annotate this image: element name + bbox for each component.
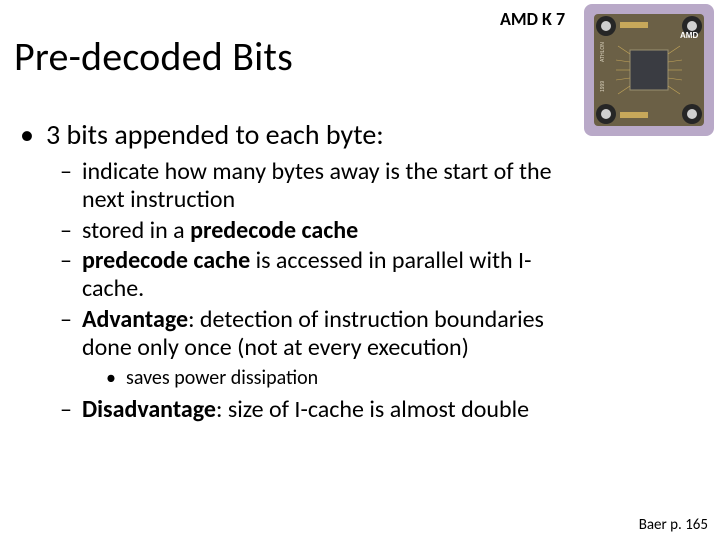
dash-icon: – xyxy=(60,247,82,304)
slide-body: • 3 bits appended to each byte: – indica… xyxy=(20,117,700,425)
amd-logo-text: AMD xyxy=(680,31,698,40)
bullet-text: predecode cache is accessed in parallel … xyxy=(82,247,531,304)
text-line: indicate how many bytes away is the star… xyxy=(82,157,552,186)
dash-icon: – xyxy=(60,306,82,363)
bullet-text: 3 bits appended to each byte: xyxy=(46,117,384,152)
page-reference: Baer p. 165 xyxy=(639,516,708,534)
svg-text:ATHLON: ATHLON xyxy=(600,42,606,62)
term-advantage: Advantage xyxy=(82,305,188,334)
dash-icon: – xyxy=(60,217,82,245)
text-span: is accessed in parallel with I- xyxy=(250,246,531,275)
cpu-model-label: AMD K 7 xyxy=(500,8,565,30)
bullet-level2: – indicate how many bytes away is the st… xyxy=(60,158,700,215)
text-span: : size of I-cache is almost double xyxy=(216,395,529,424)
cpu-chip-image: AMD ATHLON 1999 xyxy=(584,4,714,136)
bullet-dot-icon: • xyxy=(20,117,46,152)
slide: AMD K 7 xyxy=(0,0,720,540)
bullet-level3: • saves power dissipation xyxy=(106,366,700,390)
bullet-dot-icon: • xyxy=(106,366,126,390)
bullet-text: indicate how many bytes away is the star… xyxy=(82,158,552,215)
term-predecode-cache: predecode cache xyxy=(190,216,358,245)
bullet-level2: – Disadvantage: size of I-cache is almos… xyxy=(60,396,700,424)
bullet-level2: – predecode cache is accessed in paralle… xyxy=(60,247,700,304)
bullet-text: stored in a predecode cache xyxy=(82,217,358,245)
bullet-text: saves power dissipation xyxy=(126,366,318,390)
term-disadvantage: Disadvantage xyxy=(82,395,216,424)
term-predecode-cache: predecode cache xyxy=(82,246,250,275)
bullet-level2: – Advantage: detection of instruction bo… xyxy=(60,306,700,363)
bullet-text: Advantage: detection of instruction boun… xyxy=(82,306,544,363)
text-line: next instruction xyxy=(82,185,235,214)
dash-icon: – xyxy=(60,396,82,424)
bullet-text: Disadvantage: size of I-cache is almost … xyxy=(82,396,529,424)
dash-icon: – xyxy=(60,158,82,215)
svg-text:1999: 1999 xyxy=(600,81,606,92)
bullet-level2: – stored in a predecode cache xyxy=(60,217,700,245)
text-line: done only once (not at every execution) xyxy=(82,333,469,362)
text-line: cache. xyxy=(82,274,144,303)
text-span: stored in a xyxy=(82,216,190,245)
text-span: : detection of instruction boundaries xyxy=(188,305,544,334)
